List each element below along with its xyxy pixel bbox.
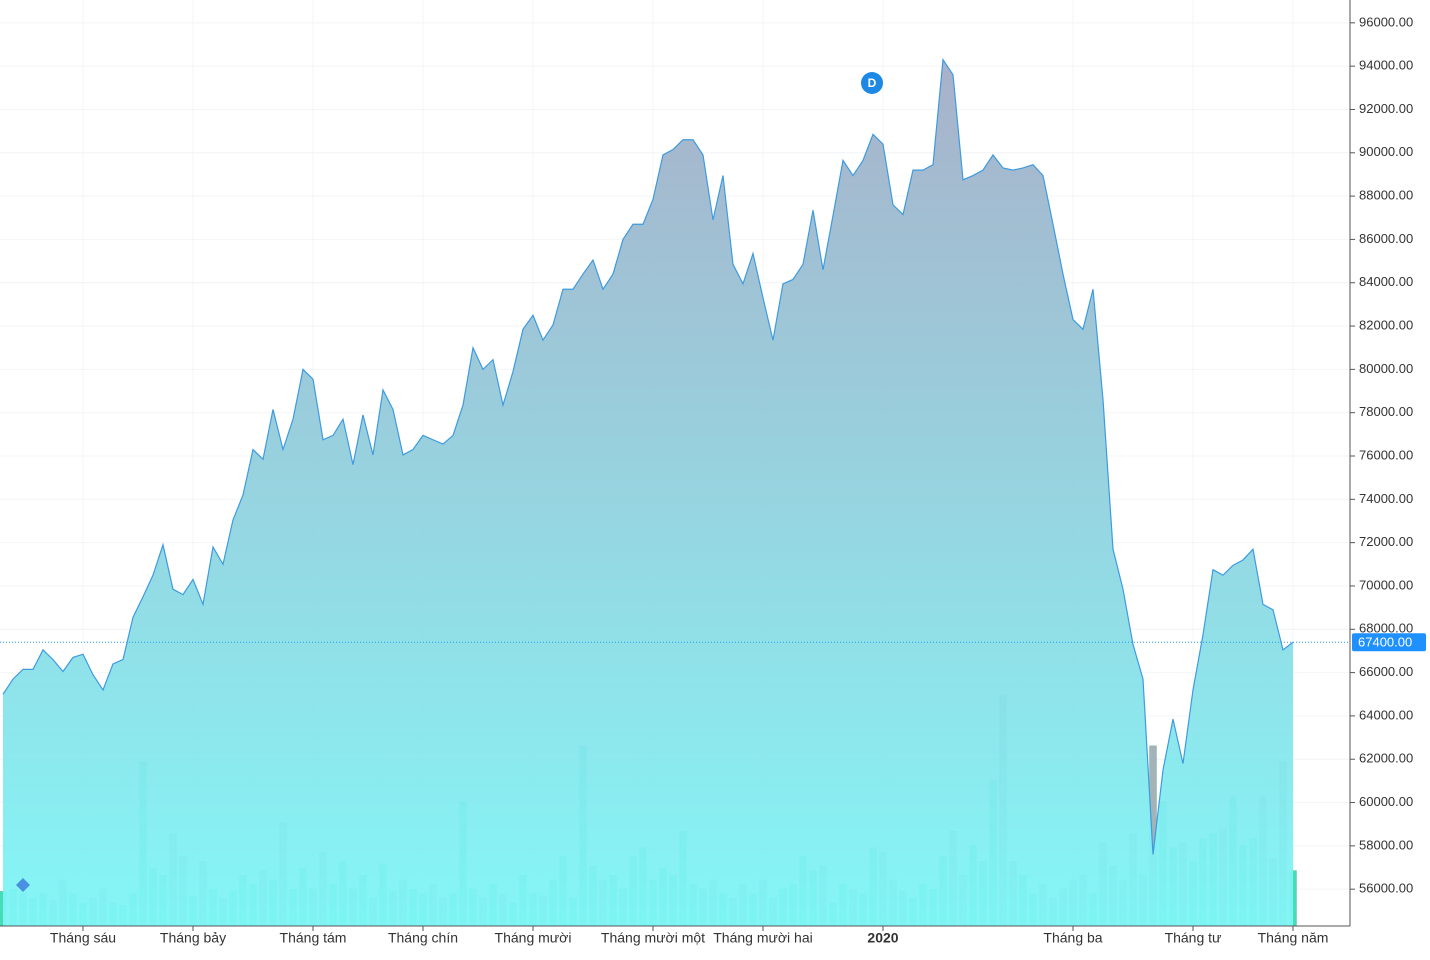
y-tick-label: 62000.00 [1359, 751, 1413, 766]
x-tick-label: 2020 [867, 930, 898, 946]
y-tick-label: 74000.00 [1359, 491, 1413, 506]
y-tick-label: 78000.00 [1359, 404, 1413, 419]
x-tick-label: Tháng năm [1258, 930, 1329, 946]
y-tick-label: 56000.00 [1359, 881, 1413, 896]
marker-circle [861, 72, 883, 94]
x-tick-label: Tháng mười một [601, 930, 705, 946]
marker-label: D [868, 76, 877, 90]
y-tick-label: 88000.00 [1359, 188, 1413, 203]
y-tick-label: 70000.00 [1359, 577, 1413, 592]
y-tick-label: 80000.00 [1359, 361, 1413, 376]
y-tick-label: 60000.00 [1359, 794, 1413, 809]
last-price-label: 67400.00 [1358, 635, 1412, 650]
x-tick-label: Tháng chín [388, 930, 458, 946]
y-tick-label: 90000.00 [1359, 144, 1413, 159]
x-tick-label: Tháng bảy [160, 930, 226, 946]
x-tick-label: Tháng mười hai [713, 930, 812, 946]
y-tick-label: 76000.00 [1359, 447, 1413, 462]
x-tick-label: Tháng mười [495, 930, 572, 946]
y-tick-label: 68000.00 [1359, 621, 1413, 636]
x-tick-label: Tháng tư [1165, 930, 1222, 946]
price-area [2, 57, 1294, 926]
y-tick-label: 66000.00 [1359, 664, 1413, 679]
y-tick-label: 92000.00 [1359, 101, 1413, 116]
x-tick-label: Tháng tám [280, 930, 347, 946]
price-line [2, 57, 1294, 855]
y-tick-label: 58000.00 [1359, 837, 1413, 852]
logo-icon [16, 878, 30, 892]
x-tick-label: Tháng sáu [50, 930, 116, 946]
y-tick-label: 96000.00 [1359, 14, 1413, 29]
y-tick-label: 94000.00 [1359, 58, 1413, 73]
y-tick-label: 72000.00 [1359, 534, 1413, 549]
x-tick-label: Tháng ba [1043, 930, 1102, 946]
y-tick-label: 82000.00 [1359, 317, 1413, 332]
last-price-box [1352, 633, 1426, 652]
y-tick-label: 84000.00 [1359, 274, 1413, 289]
y-tick-label: 64000.00 [1359, 707, 1413, 722]
y-tick-label: 86000.00 [1359, 231, 1413, 246]
area-fill [3, 59, 1293, 926]
event-marker[interactable]: D [861, 72, 883, 94]
